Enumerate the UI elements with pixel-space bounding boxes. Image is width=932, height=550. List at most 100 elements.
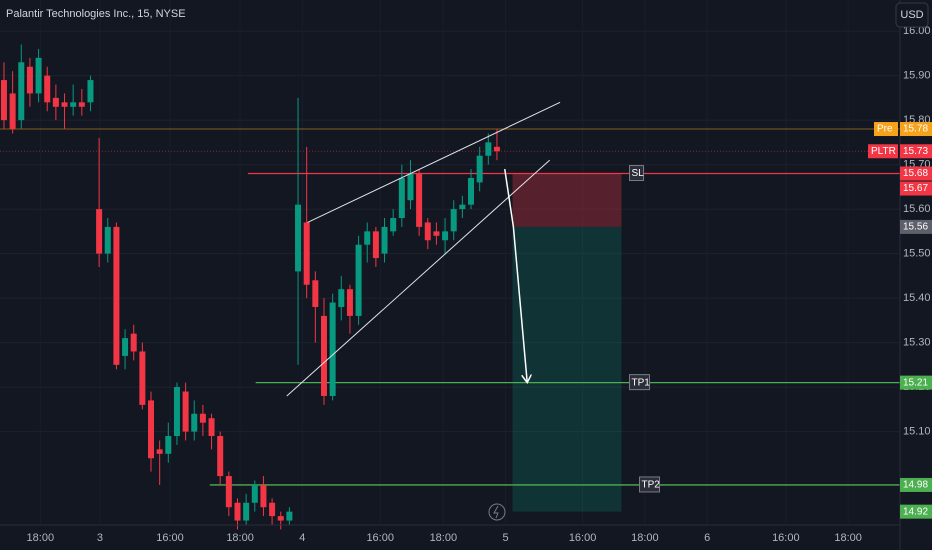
y-tick-label: 15.40: [903, 292, 931, 304]
event-icon[interactable]: [488, 503, 506, 521]
level-tag: [629, 165, 645, 182]
x-tick-label: 4: [299, 532, 305, 544]
candle-body: [277, 516, 284, 521]
stop-zone: [512, 173, 622, 227]
y-tick-label: 16.00: [903, 25, 931, 37]
x-tick-label: 18:00: [631, 532, 659, 544]
y-tick-label: 15.60: [903, 203, 931, 215]
x-tick-label: 16:00: [772, 532, 800, 544]
candle-body: [329, 302, 336, 396]
candle-body: [312, 280, 319, 307]
candle-body: [26, 66, 33, 94]
y-tick-label: 15.30: [903, 336, 931, 348]
price-label-text: 15.78: [903, 124, 928, 135]
candle-body: [346, 289, 353, 316]
candle-body: [217, 436, 224, 477]
candle-body: [0, 80, 7, 121]
candle-body: [251, 484, 258, 503]
candle-body: [113, 226, 120, 365]
candle-body: [70, 102, 77, 107]
candle-body: [122, 338, 129, 356]
candle-body: [485, 142, 492, 156]
candle-body: [416, 173, 423, 227]
candle-body: [372, 231, 379, 259]
candle-body: [433, 231, 440, 236]
x-tick-label: 6: [704, 532, 710, 544]
candle-body: [295, 204, 302, 272]
candle-body: [269, 502, 276, 517]
level-tag: [629, 374, 651, 391]
candle-body: [364, 231, 371, 245]
candle-body: [355, 244, 362, 316]
y-tick-label: 15.90: [903, 70, 931, 82]
candle-body: [199, 413, 206, 423]
candle-body: [130, 333, 137, 352]
candle-body: [303, 222, 310, 285]
price-label-text: 15.56: [903, 222, 928, 233]
x-tick-label: 16:00: [366, 532, 394, 544]
event-icon: [493, 505, 499, 519]
candle-body: [148, 400, 155, 459]
candle-body: [96, 209, 103, 254]
candle-body: [182, 391, 189, 432]
trendline: [307, 101, 561, 223]
x-tick-label: 5: [503, 532, 509, 544]
candle-body: [61, 102, 68, 107]
currency[interactable]: USD: [900, 9, 923, 21]
candle-body: [450, 209, 457, 232]
candle-body: [44, 75, 51, 103]
candle-body: [459, 204, 466, 210]
chart-title: Palantir Technologies Inc., 15, NYSE: [6, 8, 186, 20]
candle-body: [173, 387, 180, 437]
currency-button[interactable]: [895, 2, 929, 28]
price-label-text: 15.67: [903, 183, 928, 194]
price-label: [900, 181, 932, 196]
candle-body: [424, 222, 431, 241]
candle-body: [9, 93, 16, 130]
price-tag-text: PLTR: [871, 146, 896, 157]
price-label: [900, 144, 932, 159]
price-label: [900, 477, 932, 492]
candle-body: [476, 155, 483, 183]
price-label-text: 14.92: [903, 506, 928, 517]
target-zone: [512, 226, 622, 512]
y-tick-label: 15.50: [903, 248, 931, 260]
candle-body: [35, 57, 42, 94]
x-tick-label: 18:00: [27, 532, 55, 544]
candle-body: [442, 231, 449, 241]
candle-body: [320, 315, 327, 396]
x-tick-label: 18:00: [834, 532, 862, 544]
candle-body: [165, 436, 172, 454]
candle-body: [260, 484, 267, 508]
level-name: SL: [632, 168, 645, 179]
candle-body: [390, 218, 397, 232]
candle-body: [493, 146, 500, 152]
candle-body: [234, 502, 241, 521]
candle-body: [407, 173, 414, 201]
candle-body: [381, 226, 388, 254]
level-name: TP1: [632, 377, 651, 388]
price-tag: [868, 144, 898, 159]
candle-body: [52, 97, 59, 107]
price-label: [900, 375, 932, 390]
price-label-text: 15.73: [903, 146, 928, 157]
candle-body: [208, 418, 215, 437]
candle-body: [225, 476, 232, 508]
price-label-text: 14.98: [903, 480, 928, 491]
candle-body: [87, 80, 94, 103]
level-name: TP2: [642, 480, 661, 491]
candle-body: [18, 62, 25, 121]
price-label: [900, 166, 932, 181]
price-tag: [874, 122, 898, 137]
x-tick-label: 18:00: [226, 532, 254, 544]
candle-body: [398, 177, 405, 219]
y-tick-label: 15.10: [903, 425, 931, 437]
price-tag-text: Pre: [877, 124, 893, 135]
price-label-text: 15.68: [903, 168, 928, 179]
candle-body: [191, 413, 198, 432]
candle-body: [338, 289, 345, 307]
candle-body: [104, 226, 111, 254]
x-tick-label: 16:00: [156, 532, 184, 544]
